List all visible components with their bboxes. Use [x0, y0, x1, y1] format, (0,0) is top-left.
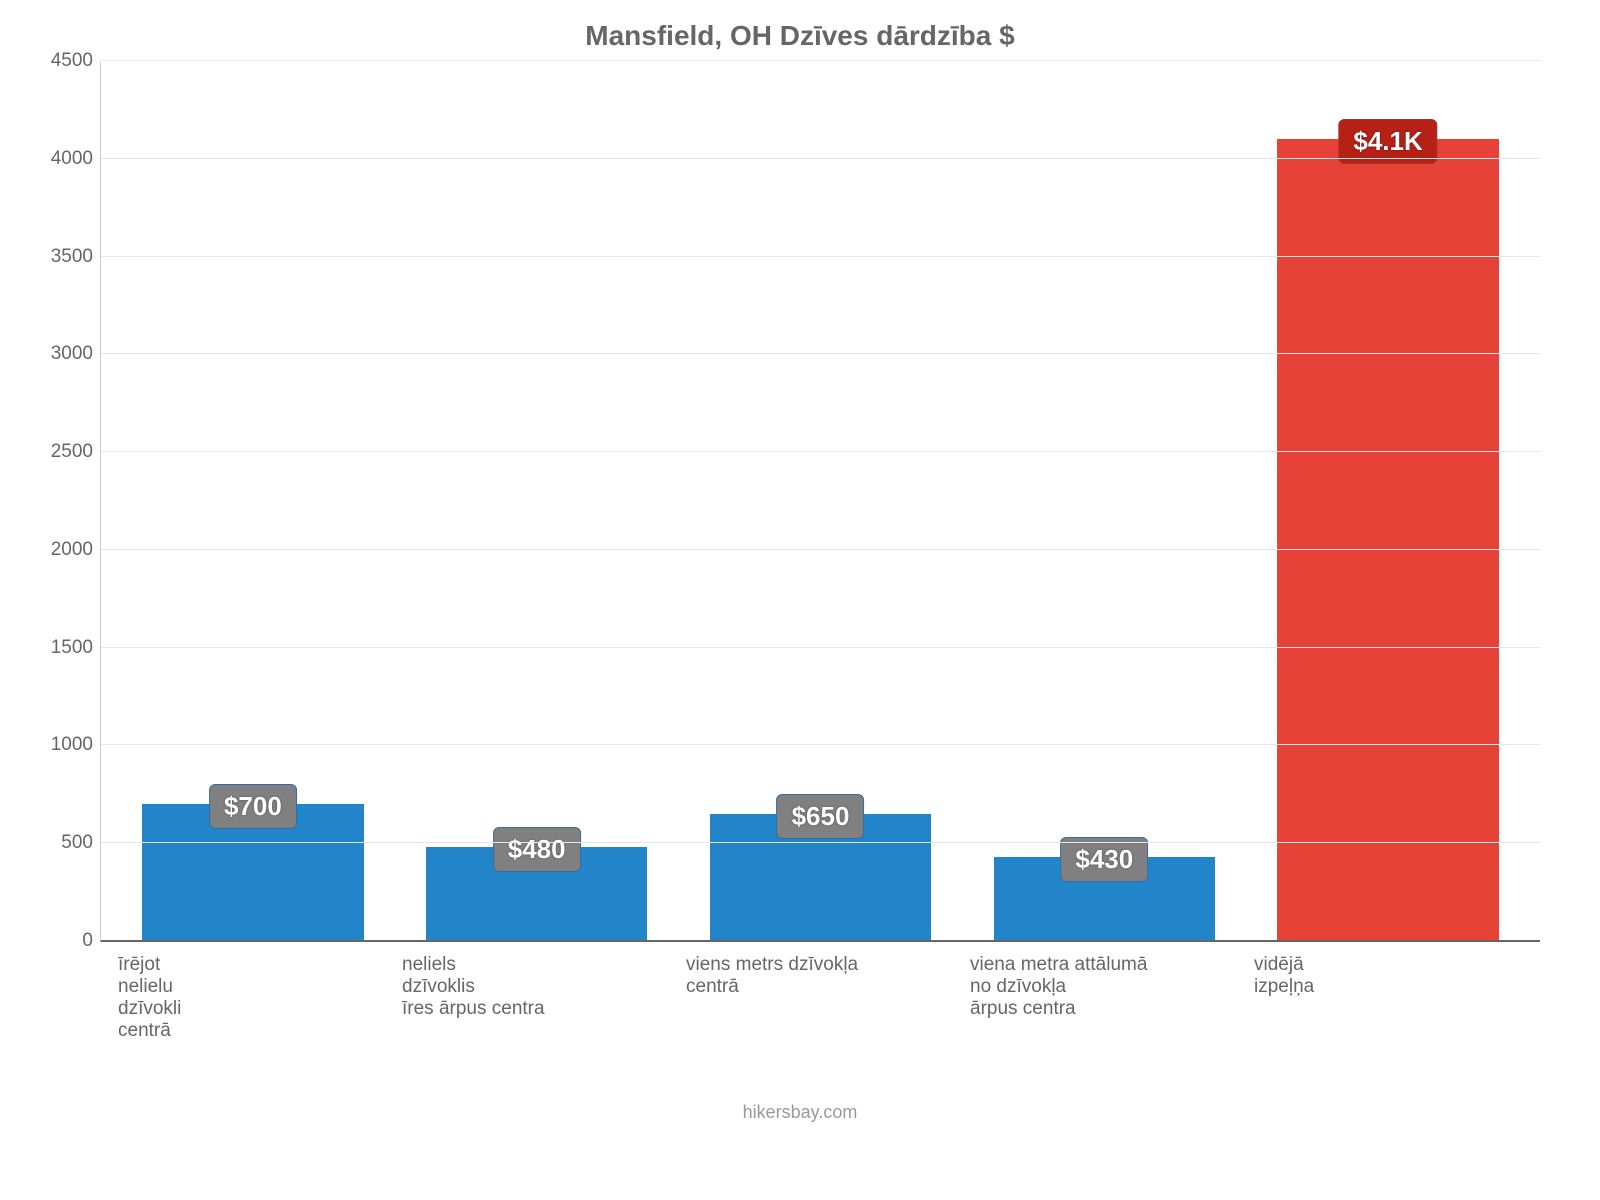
x-tick-label-line: dzīvoklis	[402, 976, 670, 998]
gridline	[101, 158, 1540, 159]
gridline	[101, 256, 1540, 257]
y-tick-label: 1500	[51, 637, 101, 659]
bar: $650	[710, 814, 931, 941]
x-tick-label: īrējotnelieludzīvoklicentrā	[110, 954, 394, 1042]
gridline	[101, 744, 1540, 745]
gridline	[101, 60, 1540, 61]
bars-group: $700 $480 $650 $430 $4.1K	[101, 62, 1540, 941]
y-tick-label: 0	[82, 930, 101, 952]
y-tick-label: 2000	[51, 539, 101, 561]
plot-area: $700$480$650$430$4.1K 050010001500200025…	[100, 62, 1540, 942]
gridline	[101, 451, 1540, 452]
x-tick-label-line: nelielu	[118, 976, 386, 998]
bar-slot: $700	[111, 62, 395, 941]
y-tick-label: 3000	[51, 343, 101, 365]
value-label: $650	[777, 794, 865, 839]
bar: $430	[994, 857, 1215, 941]
x-tick-label-line: ārpus centra	[970, 998, 1238, 1020]
bar: $700	[142, 804, 363, 941]
y-tick-label: 4500	[51, 50, 101, 72]
x-axis-labels: īrējotnelieludzīvoklicentrānelielsdzīvok…	[100, 954, 1540, 1042]
value-label: $700	[209, 784, 297, 829]
value-label: $480	[493, 827, 581, 872]
x-tick-label: viens metrs dzīvokļacentrā	[678, 954, 962, 1042]
chart-container: Mansfield, OH Dzīves dārdzība $ $700 $480…	[0, 0, 1600, 1200]
bar-slot: $4.1K	[1246, 62, 1530, 941]
x-tick-label: nelielsdzīvoklisīres ārpus centra	[394, 954, 678, 1042]
bar-slot: $650	[679, 62, 963, 941]
y-tick-label: 1000	[51, 734, 101, 756]
y-tick-label: 4000	[51, 148, 101, 170]
x-tick-label-line: centrā	[686, 976, 954, 998]
x-tick-label-line: viens metrs dzīvokļa	[686, 954, 954, 976]
gridline	[101, 940, 1540, 941]
bar-slot: $480	[395, 62, 679, 941]
gridline	[101, 647, 1540, 648]
x-tick-label-line: īres ārpus centra	[402, 998, 670, 1020]
bar: $4.1K	[1277, 139, 1498, 941]
y-tick-label: 500	[61, 832, 101, 854]
value-label: $430	[1060, 837, 1148, 882]
x-tick-label-line: izpeļņa	[1254, 976, 1522, 998]
x-tick-label: viena metra attālumāno dzīvokļaārpus cen…	[962, 954, 1246, 1042]
x-tick-label-line: viena metra attālumā	[970, 954, 1238, 976]
gridline	[101, 842, 1540, 843]
y-tick-label: 2500	[51, 441, 101, 463]
x-tick-label-line: dzīvokli	[118, 998, 386, 1020]
x-tick-label: vidējāizpeļņa	[1246, 954, 1530, 1042]
chart-title: Mansfield, OH Dzīves dārdzība $	[40, 20, 1560, 52]
x-tick-label-line: neliels	[402, 954, 670, 976]
x-tick-label-line: vidējā	[1254, 954, 1522, 976]
gridline	[101, 353, 1540, 354]
y-tick-label: 3500	[51, 246, 101, 268]
bar: $480	[426, 847, 647, 941]
x-tick-label-line: īrējot	[118, 954, 386, 976]
bar-slot: $430	[962, 62, 1246, 941]
gridline	[101, 549, 1540, 550]
x-tick-label-line: centrā	[118, 1020, 386, 1042]
x-tick-label-line: no dzīvokļa	[970, 976, 1238, 998]
attribution-text: hikersbay.com	[40, 1102, 1560, 1123]
